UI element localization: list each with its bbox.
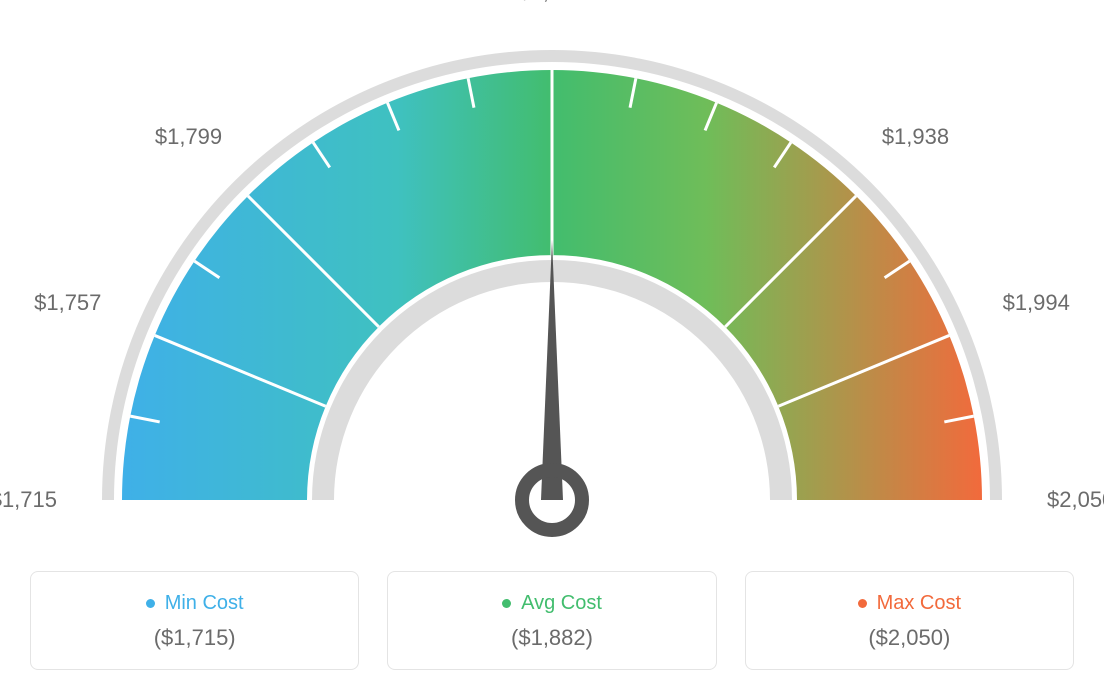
gauge-svg — [0, 0, 1104, 560]
gauge-tick-label: $1,882 — [518, 0, 585, 5]
card-value: ($2,050) — [756, 625, 1063, 651]
card-title-row: Max Cost — [858, 592, 961, 615]
dot-icon — [146, 599, 155, 608]
cost-gauge-widget: $1,715 $1,757 $1,799 $1,882 $1,938 $1,994 $2,0… — [0, 0, 1104, 690]
card-value: ($1,882) — [398, 625, 705, 651]
gauge-tick-label: $2,050 — [1047, 487, 1104, 513]
dot-icon — [858, 599, 867, 608]
gauge-tick-label: $1,715 — [0, 487, 57, 513]
card-label: Avg Cost — [521, 592, 602, 615]
card-label: Min Cost — [165, 592, 244, 615]
gauge-tick-label: $1,938 — [882, 124, 949, 150]
card-value: ($1,715) — [41, 625, 348, 651]
gauge-chart: $1,715 $1,757 $1,799 $1,882 $1,938 $1,994 $2,0… — [0, 0, 1104, 560]
summary-cards: Min Cost ($1,715) Avg Cost ($1,882) Max … — [30, 571, 1074, 670]
gauge-tick-label: $1,799 — [155, 124, 222, 150]
gauge-tick-label: $1,757 — [34, 290, 101, 316]
card-max-cost: Max Cost ($2,050) — [745, 571, 1074, 670]
card-avg-cost: Avg Cost ($1,882) — [387, 571, 716, 670]
card-title-row: Min Cost — [146, 592, 244, 615]
card-label: Max Cost — [877, 592, 961, 615]
card-min-cost: Min Cost ($1,715) — [30, 571, 359, 670]
gauge-tick-label: $1,994 — [1003, 290, 1070, 316]
dot-icon — [502, 599, 511, 608]
card-title-row: Avg Cost — [502, 592, 602, 615]
